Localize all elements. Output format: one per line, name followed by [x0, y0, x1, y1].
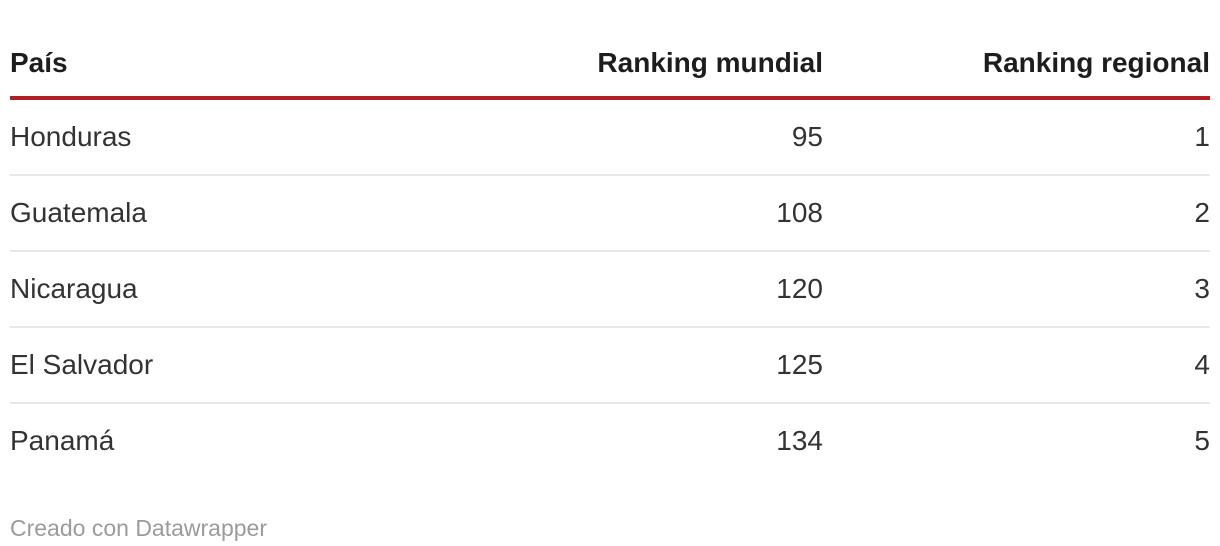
cell-world-ranking: 134: [776, 425, 823, 456]
table-row: Honduras 95 1: [10, 98, 1210, 176]
ranking-table: País Ranking mundial Ranking regional Ho…: [10, 0, 1210, 478]
column-header-ranking-regional: Ranking regional: [823, 0, 1210, 100]
cell-country: Guatemala: [10, 175, 510, 252]
cell-regional-ranking: 4: [823, 327, 1210, 404]
cell-regional-ranking: 5: [1194, 425, 1210, 456]
cell-regional-ranking: 1: [823, 98, 1210, 176]
cell-country: Honduras: [10, 98, 510, 176]
cell-country: Panamá: [10, 425, 115, 456]
cell-regional-ranking: 3: [823, 251, 1210, 328]
cell-regional-ranking: 2: [823, 175, 1210, 252]
column-header-ranking-mundial: Ranking mundial: [510, 0, 823, 100]
table-row: El Salvador 125 4: [10, 327, 1210, 404]
attribution-prefix: Creado con: [10, 515, 136, 541]
attribution: Creado con Datawrapper: [10, 514, 1210, 542]
cell-world-ranking: 125: [510, 327, 823, 404]
cell-country: Nicaragua: [10, 251, 510, 328]
table-row: Nicaragua 120 3: [10, 251, 1210, 328]
cell-country: El Salvador: [10, 327, 510, 404]
cell-world-ranking: 120: [510, 251, 823, 328]
header-row: País Ranking mundial Ranking regional: [10, 0, 1210, 100]
table-body: Honduras 95 1 Guatemala 108 2 Nicaragua …: [10, 98, 1210, 478]
table-row: Guatemala 108 2: [10, 175, 1210, 252]
cell-world-ranking: 95: [510, 98, 823, 176]
datawrapper-link[interactable]: Datawrapper: [135, 515, 267, 541]
cell-world-ranking: 108: [510, 175, 823, 252]
table-row: Panamá 134 5: [10, 403, 1210, 478]
column-header-pais: País: [10, 0, 510, 100]
table-header: País Ranking mundial Ranking regional: [10, 0, 1210, 100]
